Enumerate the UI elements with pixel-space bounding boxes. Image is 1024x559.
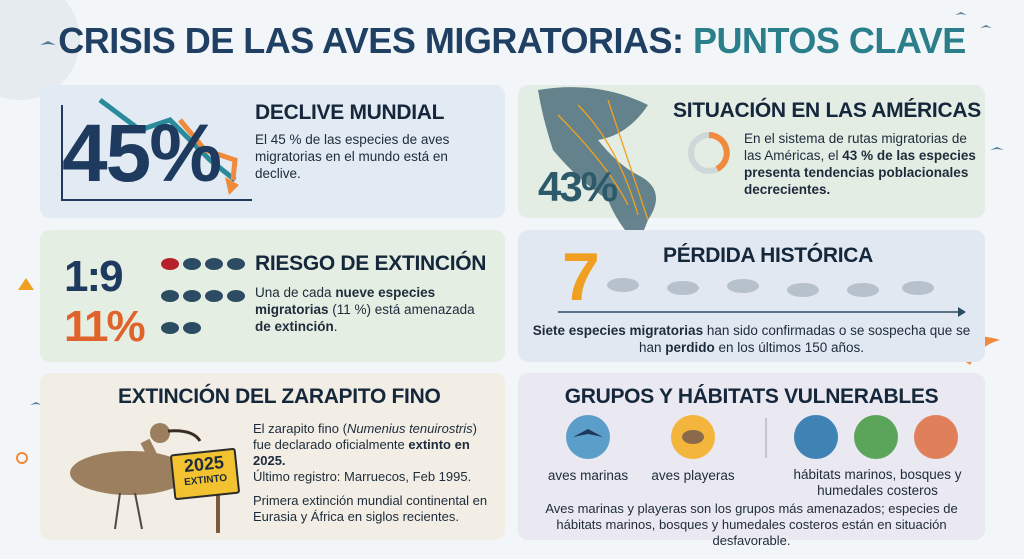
group-label: aves playeras (651, 468, 735, 483)
body-text: . (333, 319, 338, 334)
body: El zarapito fino (Numenius tenuirostris)… (253, 421, 498, 485)
card-loss: 7 PÉRDIDA HISTÓRICA Siete especies migra… (518, 230, 985, 362)
body-text: El 45 % de las especies de aves migrator… (255, 132, 450, 181)
title: CRISIS DE LAS AVES MIGRATORIAS: PUNTOS C… (0, 20, 1024, 62)
body-bold: de extinción (255, 319, 334, 334)
body: Aves marinas y playeras son los grupos m… (545, 501, 958, 548)
body-bold: Siete especies migratorias (532, 323, 704, 338)
record: Último registro: Marruecos, Feb 1995. (253, 469, 472, 484)
body-text: Una de cada (255, 285, 336, 300)
donut (688, 132, 730, 174)
body-bold: perdido (665, 340, 715, 355)
body-bold: nueve especies migratorias (255, 285, 436, 317)
bird-grid (161, 258, 245, 334)
body-text: han sido confirmadas o se sospecha que s… (638, 323, 971, 355)
heading: DECLIVE MUNDIAL (255, 101, 445, 124)
group-icons (566, 415, 958, 459)
card-groups: GRUPOS Y HÁBITATS VULNERABLES aves marin… (518, 373, 985, 548)
body-italic: Numenius tenuirostris (346, 421, 473, 436)
note: Primera extinción mundial continental en… (253, 493, 488, 524)
body-text: ) fue declarado oficialmente (253, 421, 477, 452)
curlew-illustration (70, 423, 220, 533)
title-accent: PUNTOS CLAVE (693, 20, 966, 61)
card-decline: 45% DECLIVE MUNDIAL El 45 % de las espec… (40, 85, 505, 218)
card-curlew: EXTINCIÓN DEL ZARAPITO FINO 2025 EXTINTO… (40, 373, 505, 540)
title-main: CRISIS DE LAS AVES MIGRATORIAS: (58, 20, 684, 61)
timeline (558, 278, 966, 317)
heading: RIESGO DE EXTINCIÓN (255, 252, 487, 275)
body-text: en los últimos 150 años. (714, 340, 865, 355)
body-text: En el sistema de rutas migratorias de la… (744, 131, 967, 163)
stat: 45% (62, 108, 222, 199)
body-bold: extinto en 2025. (253, 437, 470, 468)
card-risk: 1:9 11% RIESGO DE EXTINCIÓN Una de cada … (40, 230, 505, 362)
stat: 11% (64, 302, 146, 351)
group-label: hábitats marinos, bosques y humedales co… (793, 467, 962, 498)
heading: PÉRDIDA HISTÓRICA (663, 244, 873, 267)
body: En el sistema de rutas migratorias de la… (744, 130, 976, 198)
decline-graphic (61, 98, 252, 201)
sign: 2025 EXTINTO (169, 447, 241, 501)
stat: 43% (538, 163, 618, 210)
group-label: aves marinas (547, 468, 629, 483)
body: Una de cada nueve especies migratorias (… (255, 284, 490, 335)
card-americas: 43% SITUACIÓN EN LAS AMÉRICAS En el sist… (518, 85, 985, 245)
body-text: El zarapito fino ( (253, 421, 347, 436)
body-bold: 43 % de las especies presenta tendencias… (744, 148, 976, 197)
heading: GRUPOS Y HÁBITATS VULNERABLES (564, 385, 939, 408)
ratio: 1:9 (64, 252, 124, 301)
map (538, 87, 656, 245)
heading: EXTINCIÓN DEL ZARAPITO FINO (118, 385, 441, 408)
stat: 7 (562, 239, 600, 315)
body: Siete especies migratorias han sido conf… (530, 322, 973, 356)
body-text: (11 %) está amenazada (328, 302, 475, 317)
heading: SITUACIÓN EN LAS AMÉRICAS (673, 99, 981, 122)
body: El 45 % de las especies de aves migrator… (255, 131, 480, 182)
